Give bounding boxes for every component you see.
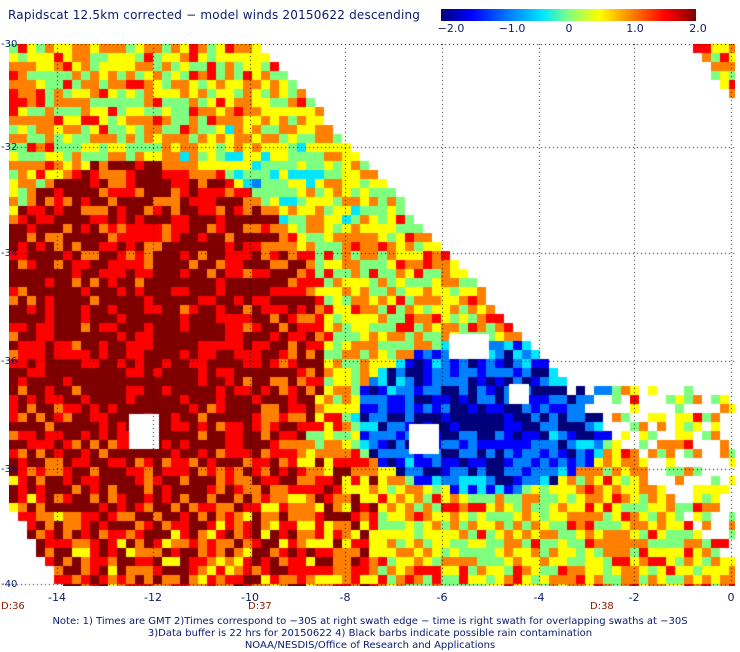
- colorbar-tick: −1.0: [498, 22, 526, 35]
- footnote-line-3: NOAA/NESDIS/Office of Research and Appli…: [244, 640, 496, 651]
- footnote-line-1: Note: 1) Times are GMT 2)Times correspon…: [52, 616, 688, 627]
- colorbar-tick: 1.0: [626, 22, 644, 35]
- colorbar-tick: 2.0: [689, 22, 707, 35]
- lat-label: -30: [1, 39, 18, 50]
- time-label: D:38: [590, 601, 614, 612]
- lon-label: -8: [339, 591, 351, 604]
- wind-difference-map: [9, 44, 735, 586]
- colorbar-tick: 0: [565, 22, 573, 35]
- map-title: Rapidscat 12.5km corrected − model winds…: [8, 8, 421, 22]
- footnote-line-2: 3)Data buffer is 22 hrs for 20150622 4) …: [147, 628, 593, 639]
- colorbar-tick: −2.0: [437, 22, 465, 35]
- time-label: D:37: [248, 601, 272, 612]
- lon-label: -2: [628, 591, 640, 604]
- colorbar: [441, 9, 696, 21]
- lat-label: -40: [1, 579, 18, 590]
- lon-label: -10: [241, 591, 259, 604]
- lon-label: -4: [533, 591, 545, 604]
- lat-label: -36: [1, 356, 18, 367]
- lat-label: -34: [1, 248, 18, 259]
- lon-label: -6: [436, 591, 448, 604]
- lon-label: 0: [727, 591, 735, 604]
- time-label: D:36: [1, 601, 25, 612]
- lat-label: -38: [1, 464, 18, 475]
- lon-label: -12: [144, 591, 162, 604]
- lon-label: -14: [48, 591, 66, 604]
- lat-label: -32: [1, 142, 18, 153]
